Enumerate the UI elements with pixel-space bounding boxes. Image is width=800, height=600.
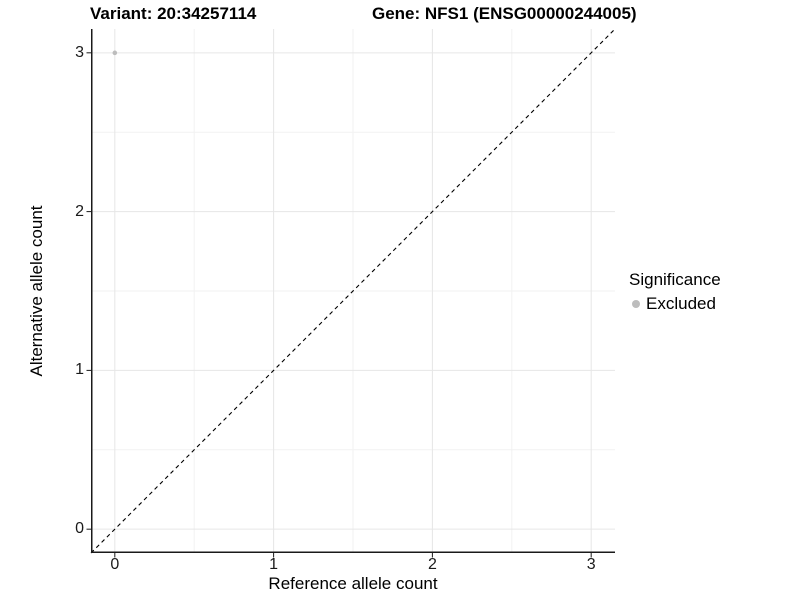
legend: Significance Excluded — [629, 270, 721, 314]
x-tick-label: 3 — [586, 556, 596, 573]
data-point — [112, 50, 118, 56]
plot-title-gene: Gene: NFS1 (ENSG00000244005) — [372, 4, 637, 23]
y-tick-label: 1 — [75, 361, 84, 379]
legend-item-label: Excluded — [646, 294, 716, 313]
identity-reference-line — [90, 29, 615, 554]
y-tick-label: 0 — [75, 520, 84, 538]
plot-panel — [86, 29, 615, 558]
y-tick-label: 2 — [75, 202, 84, 220]
x-tick-label: 0 — [110, 556, 120, 573]
legend-title: Significance — [629, 270, 721, 289]
x-axis-title: Reference allele count — [268, 574, 438, 593]
legend-item-excluded: Excluded — [629, 294, 721, 314]
x-tick-label: 2 — [427, 556, 437, 573]
y-axis-title: Alternative allele count — [27, 205, 46, 377]
plot-title-variant: Variant: 20:34257114 — [90, 4, 257, 23]
x-tick-label: 1 — [269, 556, 279, 573]
legend-key-dot — [632, 300, 640, 308]
y-tick-label: 3 — [75, 43, 84, 61]
